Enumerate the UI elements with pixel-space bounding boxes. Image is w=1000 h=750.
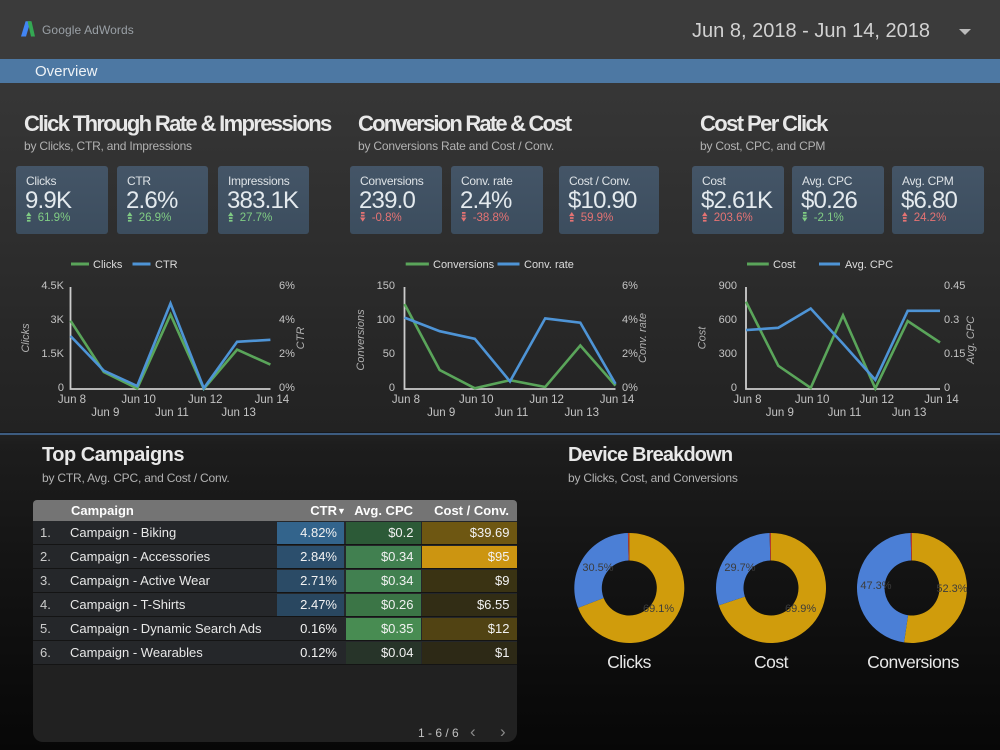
svg-text:Jun 12: Jun 12 (860, 394, 895, 406)
svg-text:69.9%: 69.9% (785, 603, 816, 615)
svg-text:0.45: 0.45 (944, 280, 965, 292)
svg-text:Jun 12: Jun 12 (529, 394, 564, 406)
svg-text:6%: 6% (279, 280, 295, 292)
svg-text:30.5%: 30.5% (582, 562, 613, 574)
svg-text:2%: 2% (622, 348, 638, 360)
svg-text:Jun 11: Jun 11 (495, 407, 529, 419)
svg-text:Jun 9: Jun 9 (427, 407, 455, 419)
svg-text:150: 150 (377, 280, 395, 292)
svg-text:Jun 10: Jun 10 (121, 394, 156, 406)
svg-text:50: 50 (383, 348, 395, 360)
svg-text:Jun 10: Jun 10 (795, 394, 830, 406)
svg-text:Jun 14: Jun 14 (255, 394, 290, 406)
svg-text:Conv. rate: Conv. rate (524, 259, 574, 271)
svg-text:47.3%: 47.3% (860, 580, 891, 592)
svg-text:0: 0 (58, 382, 64, 394)
svg-text:Jun 11: Jun 11 (155, 407, 189, 419)
svg-text:6%: 6% (622, 280, 638, 292)
svg-text:Jun 13: Jun 13 (892, 407, 927, 419)
svg-text:52.3%: 52.3% (936, 583, 967, 595)
svg-text:69.1%: 69.1% (643, 603, 674, 615)
svg-text:Cost: Cost (773, 259, 796, 271)
svg-text:0: 0 (389, 382, 395, 394)
svg-text:Jun 11: Jun 11 (828, 407, 862, 419)
svg-text:Clicks: Clicks (20, 323, 32, 353)
svg-text:Jun 10: Jun 10 (459, 394, 494, 406)
svg-text:Avg. CPC: Avg. CPC (965, 316, 977, 365)
svg-text:CTR: CTR (155, 259, 178, 271)
svg-text:0%: 0% (279, 382, 295, 394)
svg-text:0: 0 (731, 382, 737, 394)
svg-text:CTR: CTR (295, 327, 307, 350)
svg-text:Jun 13: Jun 13 (221, 407, 256, 419)
svg-text:Jun 8: Jun 8 (392, 394, 420, 406)
svg-text:600: 600 (719, 314, 737, 326)
svg-text:Clicks: Clicks (93, 259, 123, 271)
svg-text:0: 0 (944, 382, 950, 394)
svg-text:3K: 3K (51, 314, 65, 326)
svg-text:Jun 14: Jun 14 (924, 394, 959, 406)
svg-text:Conv. rate: Conv. rate (637, 313, 649, 363)
svg-text:Jun 13: Jun 13 (565, 407, 600, 419)
svg-text:4%: 4% (622, 314, 638, 326)
svg-text:0%: 0% (622, 382, 638, 394)
svg-text:4%: 4% (279, 314, 295, 326)
svg-text:300: 300 (719, 348, 737, 360)
svg-text:Jun 14: Jun 14 (600, 394, 635, 406)
svg-text:Jun 12: Jun 12 (188, 394, 223, 406)
svg-text:Jun 9: Jun 9 (91, 407, 119, 419)
svg-text:Jun 8: Jun 8 (58, 394, 86, 406)
svg-text:0.15: 0.15 (944, 348, 965, 360)
svg-text:2%: 2% (279, 348, 295, 360)
svg-text:1.5K: 1.5K (41, 348, 64, 360)
svg-text:29.7%: 29.7% (724, 562, 755, 574)
svg-text:Conversions: Conversions (355, 309, 367, 371)
svg-text:Jun 9: Jun 9 (766, 407, 794, 419)
svg-text:Jun 8: Jun 8 (733, 394, 761, 406)
svg-text:0.3: 0.3 (944, 314, 959, 326)
svg-text:Cost: Cost (697, 326, 709, 350)
svg-text:Avg. CPC: Avg. CPC (845, 259, 893, 271)
svg-text:Conversions: Conversions (433, 259, 495, 271)
svg-text:4.5K: 4.5K (41, 280, 64, 292)
svg-text:900: 900 (719, 280, 737, 292)
svg-text:100: 100 (377, 314, 395, 326)
